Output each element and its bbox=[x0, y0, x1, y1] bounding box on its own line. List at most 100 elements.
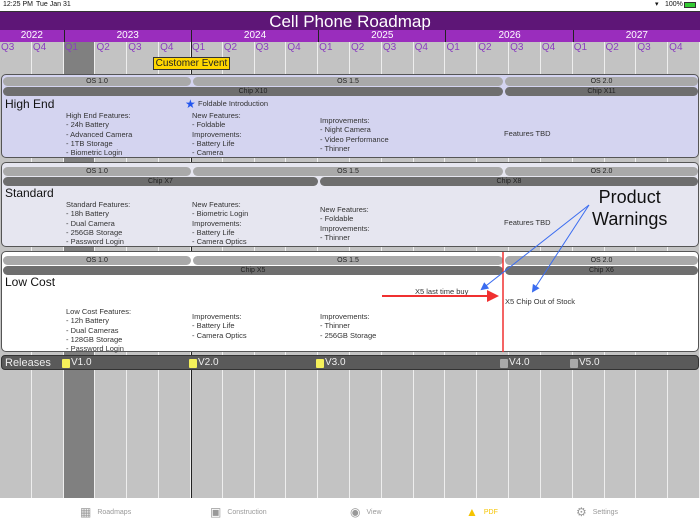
panel-high-end: OS 1.0 OS 1.5 OS 2.0 Chip X10 Chip X11 H… bbox=[1, 74, 699, 158]
last-buy-label[interactable]: X5 last time buy bbox=[415, 287, 469, 296]
status-bar: 12:25 PM Tue Jan 31 ▾ 100% bbox=[0, 0, 700, 11]
os-bar[interactable]: OS 1.5 bbox=[193, 256, 503, 265]
out-of-stock-label[interactable]: X5 Chip Out of Stock bbox=[505, 297, 576, 306]
construction-icon: ▣ bbox=[210, 505, 222, 519]
chip-bar[interactable]: Chip X6 bbox=[505, 266, 698, 275]
quarter-label: Q1 bbox=[573, 42, 588, 53]
chip-bar[interactable]: Chip X10 bbox=[3, 87, 503, 96]
quarter-label: Q2 bbox=[223, 42, 238, 53]
release-label[interactable]: V1.0 bbox=[71, 357, 92, 368]
quarter-label: Q1 bbox=[64, 42, 78, 53]
release-marker[interactable] bbox=[316, 359, 324, 368]
year-label: 2027 bbox=[572, 30, 700, 42]
os-bar[interactable]: OS 2.0 bbox=[505, 77, 698, 86]
chip-bar[interactable]: Chip X7 bbox=[3, 177, 318, 186]
quarter-label: Q3 bbox=[1, 42, 15, 53]
tab-label: Roadmaps bbox=[97, 508, 132, 516]
quarter-label: Q1 bbox=[446, 42, 460, 53]
tab-label: PDF bbox=[483, 508, 498, 516]
year-label: 2024 bbox=[190, 30, 318, 42]
tab-roadmaps[interactable]: ▦ Roadmaps bbox=[80, 505, 131, 519]
status-date: Tue Jan 31 bbox=[36, 1, 71, 8]
os-bar[interactable]: OS 2.0 bbox=[505, 256, 698, 265]
release-label[interactable]: V4.0 bbox=[509, 357, 530, 368]
product-warnings-label[interactable]: Product Warnings bbox=[592, 187, 668, 229]
tab-view[interactable]: ◉ View bbox=[350, 505, 382, 519]
tab-construction[interactable]: ▣ Construction bbox=[210, 505, 267, 519]
release-marker[interactable] bbox=[570, 359, 578, 368]
year-label: 2026 bbox=[445, 30, 572, 42]
os-bar[interactable]: OS 2.0 bbox=[505, 167, 698, 176]
releases-bar: Releases V1.0 V2.0 V3.0 V4.0 V5.0 bbox=[1, 355, 699, 370]
release-marker[interactable] bbox=[189, 359, 197, 368]
year-label: 2023 bbox=[63, 30, 191, 42]
quarter-label: Q4 bbox=[669, 42, 683, 53]
release-marker[interactable] bbox=[500, 359, 508, 368]
quarter-label: Q3 bbox=[637, 42, 651, 53]
tab-pdf[interactable]: ▲ PDF bbox=[466, 505, 498, 519]
os-bar[interactable]: OS 1.0 bbox=[3, 77, 191, 86]
note[interactable]: Features TBD bbox=[504, 129, 551, 138]
map-icon: ▦ bbox=[80, 505, 92, 519]
panel-name: Low Cost bbox=[5, 275, 56, 289]
note[interactable]: Features TBD bbox=[504, 218, 551, 227]
quarter-label: Q3 bbox=[128, 42, 142, 53]
status-time: 12:25 PM bbox=[3, 1, 33, 8]
note[interactable]: Improvements: - Night Camera - Video Per… bbox=[320, 116, 389, 153]
note[interactable]: New Features: - Foldable Improvements: -… bbox=[320, 205, 370, 242]
quarter-label: Q4 bbox=[541, 42, 556, 53]
quarter-label: Q4 bbox=[414, 42, 428, 53]
panel-low-cost: OS 1.0 OS 1.5 OS 2.0 Chip X5 Chip X6 Low… bbox=[1, 251, 699, 354]
year-label: 2025 bbox=[318, 30, 445, 42]
chip-bar[interactable]: Chip X8 bbox=[320, 177, 698, 186]
os-bar[interactable]: OS 1.5 bbox=[193, 77, 503, 86]
tab-label: Construction bbox=[227, 508, 267, 516]
warning-arrow bbox=[531, 204, 590, 293]
panel-name: High End bbox=[5, 97, 55, 111]
tab-label: View bbox=[366, 508, 382, 516]
quarter-label: Q3 bbox=[255, 42, 269, 53]
note[interactable]: New Features: - Biometric Login Improvem… bbox=[192, 200, 249, 247]
quarter-label: Q2 bbox=[351, 42, 365, 53]
eye-icon: ◉ bbox=[350, 505, 361, 519]
battery-level: 100% bbox=[665, 1, 683, 8]
release-label[interactable]: V2.0 bbox=[198, 357, 219, 368]
quarter-label: Q2 bbox=[605, 42, 619, 53]
note[interactable]: High End Features: - 24h Battery - Advan… bbox=[66, 111, 133, 158]
note[interactable]: Improvements: - Thinner - 256GB Storage bbox=[320, 312, 377, 340]
note[interactable]: Standard Features: - 18h Battery - Dual … bbox=[66, 200, 131, 247]
star-icon: ★ bbox=[185, 97, 196, 111]
year-label: 2022 bbox=[20, 30, 43, 41]
quarter-label: Q3 bbox=[382, 42, 397, 53]
share-icon: ▲ bbox=[466, 505, 478, 519]
warning-arrow bbox=[480, 204, 590, 291]
release-label[interactable]: V3.0 bbox=[325, 357, 346, 368]
chip-bar[interactable]: Chip X5 bbox=[3, 266, 503, 275]
quarter-label: Q2 bbox=[96, 42, 110, 53]
quarter-label: Q1 bbox=[319, 42, 333, 53]
milestone-label[interactable]: Foldable Introduction bbox=[198, 99, 269, 108]
tab-bar: ▦ Roadmaps ▣ Construction ◉ View ▲ PDF ⚙ Settings bbox=[0, 498, 700, 525]
page-title: Cell Phone Roadmap bbox=[0, 11, 700, 31]
releases-label: Releases bbox=[5, 357, 51, 369]
panel-standard: OS 1.0 OS 1.5 OS 2.0 Chip X7 Chip X8 Sta… bbox=[1, 162, 699, 247]
note[interactable]: Improvements: - Battery Life - Camera Op… bbox=[192, 312, 247, 340]
quarter-label: Q4 bbox=[160, 42, 174, 53]
panel-name: Standard bbox=[5, 186, 54, 200]
os-bar[interactable]: OS 1.0 bbox=[3, 256, 191, 265]
release-label[interactable]: V5.0 bbox=[579, 357, 600, 368]
quarter-label: Q1 bbox=[191, 42, 206, 53]
battery-icon bbox=[684, 2, 696, 8]
quarter-label: Q4 bbox=[287, 42, 301, 53]
note[interactable]: Low Cost Features: - 12h Battery - Dual … bbox=[66, 307, 132, 354]
os-bar[interactable]: OS 1.5 bbox=[193, 167, 503, 176]
customer-event-marker[interactable]: Customer Event bbox=[153, 57, 230, 70]
tab-label: Settings bbox=[592, 508, 619, 516]
note[interactable]: New Features: - Foldable Improvements: -… bbox=[192, 111, 242, 158]
chip-bar[interactable]: Chip X11 bbox=[505, 87, 698, 96]
release-marker[interactable] bbox=[62, 359, 70, 368]
year-header: 2022 2023 2024 2025 2026 2027 bbox=[0, 30, 700, 42]
os-bar[interactable]: OS 1.0 bbox=[3, 167, 191, 176]
tab-settings[interactable]: ⚙ Settings bbox=[576, 505, 618, 519]
